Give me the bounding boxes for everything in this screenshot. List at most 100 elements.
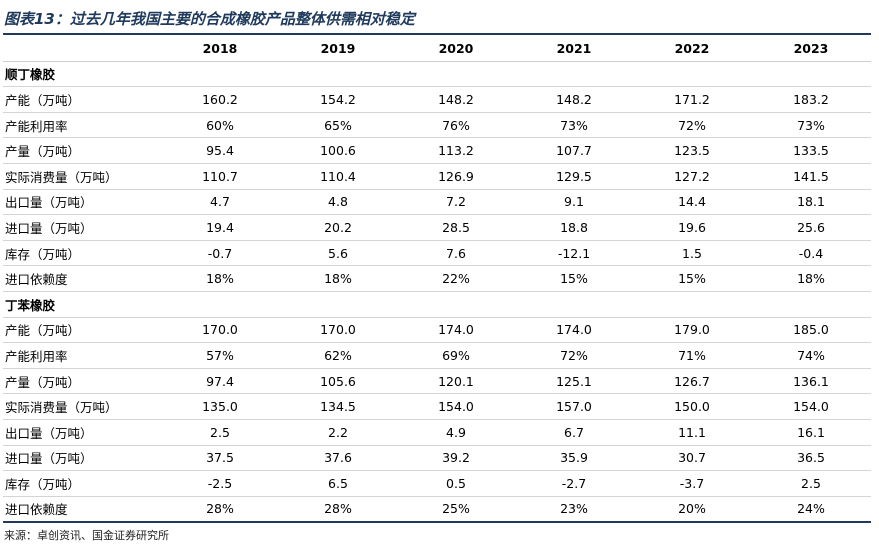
row-label: 实际消费量（万吨） <box>3 393 161 420</box>
table-row: 产能利用率 57% 62% 69% 72% 71% 74% <box>3 342 871 369</box>
value-cell: 18% <box>161 265 279 292</box>
value-cell: 5.6 <box>279 240 397 267</box>
table-row: 进口依赖度 28% 28% 25% 23% 20% 24% <box>3 496 871 523</box>
row-label: 进口量（万吨） <box>3 214 161 241</box>
table-row: 实际消费量（万吨） 135.0 134.5 154.0 157.0 150.0 154.0 <box>3 393 871 420</box>
value-cell: 6.7 <box>515 419 633 446</box>
source-note: 来源：卓创资讯、国金证券研究所 <box>4 529 169 542</box>
value-cell: 179.0 <box>633 317 751 344</box>
value-cell: 127.2 <box>633 163 751 190</box>
table-row: 出口量（万吨） 2.5 2.2 4.9 6.7 11.1 16.1 <box>3 419 871 446</box>
value-cell: 69% <box>397 342 515 369</box>
value-cell: 18.1 <box>751 189 871 216</box>
value-cell: 113.2 <box>397 137 515 164</box>
value-cell: 171.2 <box>633 86 751 113</box>
title-rule <box>3 33 871 35</box>
table-row: 实际消费量（万吨） 110.7 110.4 126.9 129.5 127.2 141.5 <box>3 163 871 190</box>
row-label: 库存（万吨） <box>3 240 161 267</box>
value-cell: 110.7 <box>161 163 279 190</box>
value-cell: 170.0 <box>279 317 397 344</box>
value-cell: 7.6 <box>397 240 515 267</box>
row-label: 产能（万吨） <box>3 317 161 344</box>
section-empty-cell <box>751 61 871 88</box>
value-cell: 28% <box>161 496 279 523</box>
row-label: 进口依赖度 <box>3 265 161 292</box>
value-cell: 123.5 <box>633 137 751 164</box>
row-label: 进口依赖度 <box>3 496 161 523</box>
value-cell: 7.2 <box>397 189 515 216</box>
value-cell: 148.2 <box>515 86 633 113</box>
value-cell: 105.6 <box>279 368 397 395</box>
section-empty-cell <box>515 291 633 318</box>
value-cell: 30.7 <box>633 445 751 472</box>
value-cell: 73% <box>751 112 871 139</box>
header-corner-cell <box>3 36 161 62</box>
value-cell: 135.0 <box>161 393 279 420</box>
value-cell: 9.1 <box>515 189 633 216</box>
value-cell: 35.9 <box>515 445 633 472</box>
value-cell: 24% <box>751 496 871 523</box>
value-cell: 2.5 <box>751 470 871 497</box>
value-cell: 1.5 <box>633 240 751 267</box>
year-header: 2020 <box>397 36 515 62</box>
value-cell: 36.5 <box>751 445 871 472</box>
value-cell: 150.0 <box>633 393 751 420</box>
value-cell: -3.7 <box>633 470 751 497</box>
value-cell: 0.5 <box>397 470 515 497</box>
section-empty-cell <box>515 61 633 88</box>
section-title: 顺丁橡胶 <box>3 61 161 88</box>
value-cell: 4.8 <box>279 189 397 216</box>
table-row: 产量（万吨） 95.4 100.6 113.2 107.7 123.5 133.5 <box>3 137 871 164</box>
value-cell: 2.2 <box>279 419 397 446</box>
value-cell: 39.2 <box>397 445 515 472</box>
value-cell: 18% <box>279 265 397 292</box>
value-cell: -2.5 <box>161 470 279 497</box>
table-row: 进口量（万吨） 37.5 37.6 39.2 35.9 30.7 36.5 <box>3 445 871 472</box>
value-cell: 170.0 <box>161 317 279 344</box>
value-cell: 100.6 <box>279 137 397 164</box>
value-cell: 65% <box>279 112 397 139</box>
value-cell: 157.0 <box>515 393 633 420</box>
value-cell: 15% <box>515 265 633 292</box>
value-cell: 15% <box>633 265 751 292</box>
section-row: 丁苯橡胶 <box>3 291 871 318</box>
value-cell: 18% <box>751 265 871 292</box>
value-cell: 154.0 <box>397 393 515 420</box>
row-label: 产量（万吨） <box>3 368 161 395</box>
value-cell: 154.0 <box>751 393 871 420</box>
value-cell: 129.5 <box>515 163 633 190</box>
row-label: 实际消费量（万吨） <box>3 163 161 190</box>
table-row: 库存（万吨） -2.5 6.5 0.5 -2.7 -3.7 2.5 <box>3 470 871 497</box>
table-row: 产能（万吨） 160.2 154.2 148.2 148.2 171.2 183.2 <box>3 86 871 113</box>
section-empty-cell <box>279 291 397 318</box>
value-cell: 25.6 <box>751 214 871 241</box>
value-cell: 76% <box>397 112 515 139</box>
value-cell: 22% <box>397 265 515 292</box>
value-cell: 19.4 <box>161 214 279 241</box>
value-cell: 174.0 <box>515 317 633 344</box>
value-cell: 2.5 <box>161 419 279 446</box>
value-cell: 57% <box>161 342 279 369</box>
section-empty-cell <box>751 291 871 318</box>
value-cell: 19.6 <box>633 214 751 241</box>
year-header: 2019 <box>279 36 397 62</box>
row-label: 出口量（万吨） <box>3 419 161 446</box>
year-header: 2023 <box>751 36 871 62</box>
value-cell: 23% <box>515 496 633 523</box>
value-cell: 136.1 <box>751 368 871 395</box>
year-header: 2022 <box>633 36 751 62</box>
value-cell: -2.7 <box>515 470 633 497</box>
section-empty-cell <box>279 61 397 88</box>
value-cell: 28.5 <box>397 214 515 241</box>
value-cell: 185.0 <box>751 317 871 344</box>
value-cell: 97.4 <box>161 368 279 395</box>
value-cell: -0.7 <box>161 240 279 267</box>
table-row: 出口量（万吨） 4.7 4.8 7.2 9.1 14.4 18.1 <box>3 189 871 216</box>
header-row: 2018 2019 2020 2021 2022 2023 <box>3 36 871 62</box>
section-row: 顺丁橡胶 <box>3 61 871 88</box>
value-cell: 60% <box>161 112 279 139</box>
value-cell: 73% <box>515 112 633 139</box>
value-cell: 134.5 <box>279 393 397 420</box>
value-cell: 62% <box>279 342 397 369</box>
value-cell: 37.5 <box>161 445 279 472</box>
